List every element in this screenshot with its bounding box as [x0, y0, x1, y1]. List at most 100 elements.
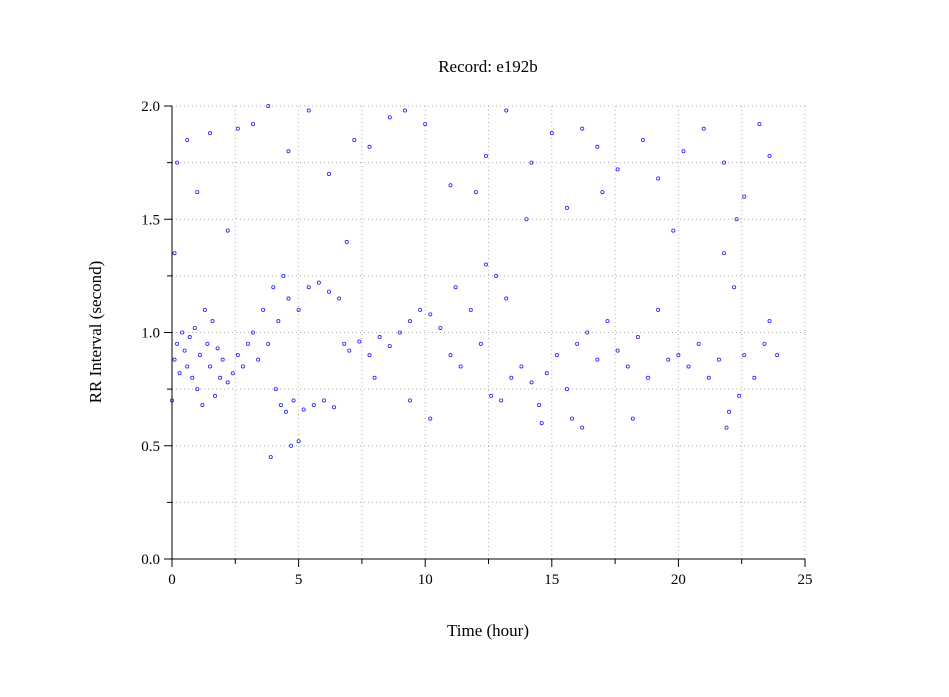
data-point	[180, 330, 185, 335]
y-axis-label: RR Interval (second)	[86, 261, 105, 404]
data-point	[524, 217, 529, 222]
data-point	[207, 131, 212, 136]
data-point	[291, 398, 296, 403]
x-axis-label: Time (hour)	[447, 621, 529, 640]
data-point	[321, 398, 326, 403]
data-point	[499, 398, 504, 403]
data-point	[701, 126, 706, 131]
data-point	[306, 285, 311, 290]
data-point	[172, 251, 177, 256]
data-point	[235, 353, 240, 358]
data-point	[286, 296, 291, 301]
data-point	[251, 330, 256, 335]
data-point	[175, 341, 180, 346]
y-tick-label: 0.5	[141, 439, 160, 455]
data-points	[169, 104, 780, 460]
data-point	[494, 273, 499, 278]
data-point	[737, 393, 742, 398]
data-point	[283, 409, 288, 414]
data-point	[767, 319, 772, 324]
data-point	[387, 115, 392, 120]
data-point	[192, 325, 197, 330]
data-point	[190, 375, 195, 380]
data-point	[289, 443, 294, 448]
data-point	[595, 357, 600, 362]
data-point	[423, 122, 428, 127]
data-point	[640, 137, 645, 142]
data-point	[721, 251, 726, 256]
data-point	[175, 160, 180, 165]
data-point	[615, 167, 620, 172]
data-point	[428, 416, 433, 421]
data-point	[580, 126, 585, 131]
data-point	[625, 364, 630, 369]
data-point	[306, 108, 311, 113]
data-point	[775, 353, 780, 358]
data-point	[245, 341, 250, 346]
data-point	[428, 312, 433, 317]
data-point	[544, 371, 549, 376]
chart-title: Record: e192b	[438, 57, 538, 76]
data-point	[240, 364, 245, 369]
data-point	[473, 190, 478, 195]
data-point	[418, 307, 423, 312]
data-point	[724, 425, 729, 430]
data-point	[230, 371, 235, 376]
data-point	[278, 402, 283, 407]
data-point	[251, 122, 256, 127]
data-point	[585, 330, 590, 335]
data-point	[757, 122, 762, 127]
y-tick-label: 1.0	[141, 326, 160, 342]
data-point	[177, 371, 182, 376]
data-point	[483, 153, 488, 158]
data-point	[271, 285, 276, 290]
data-point	[727, 409, 732, 414]
data-point	[489, 393, 494, 398]
x-tick-label: 25	[798, 572, 813, 588]
data-point	[630, 416, 635, 421]
data-point	[377, 335, 382, 340]
data-point	[311, 402, 316, 407]
x-tick-label: 20	[671, 572, 686, 588]
data-point	[187, 335, 192, 340]
data-point	[387, 344, 392, 349]
data-point	[332, 405, 337, 410]
data-point	[326, 171, 331, 176]
data-point	[580, 425, 585, 430]
data-point	[478, 341, 483, 346]
data-point	[448, 353, 453, 358]
data-point	[646, 375, 651, 380]
data-point	[438, 325, 443, 330]
data-point	[218, 375, 223, 380]
data-point	[762, 341, 767, 346]
x-tick-label: 10	[418, 572, 433, 588]
data-point	[205, 341, 210, 346]
data-point	[615, 348, 620, 353]
data-point	[537, 402, 542, 407]
data-point	[301, 407, 306, 412]
data-point	[519, 364, 524, 369]
data-point	[195, 387, 200, 392]
data-point	[656, 307, 661, 312]
data-point	[448, 183, 453, 188]
data-point	[696, 341, 701, 346]
data-point	[210, 319, 215, 324]
data-point	[372, 375, 377, 380]
data-point	[256, 357, 261, 362]
data-point	[402, 108, 407, 113]
data-point	[220, 357, 225, 362]
data-point	[554, 353, 559, 358]
data-point	[539, 421, 544, 426]
data-point	[276, 319, 281, 324]
data-point	[458, 364, 463, 369]
data-point	[666, 357, 671, 362]
data-point	[752, 375, 757, 380]
data-point	[342, 341, 347, 346]
data-point	[344, 239, 349, 244]
data-point	[296, 307, 301, 312]
data-point	[509, 375, 514, 380]
data-point	[266, 104, 271, 109]
data-point	[656, 176, 661, 181]
data-point	[595, 144, 600, 149]
